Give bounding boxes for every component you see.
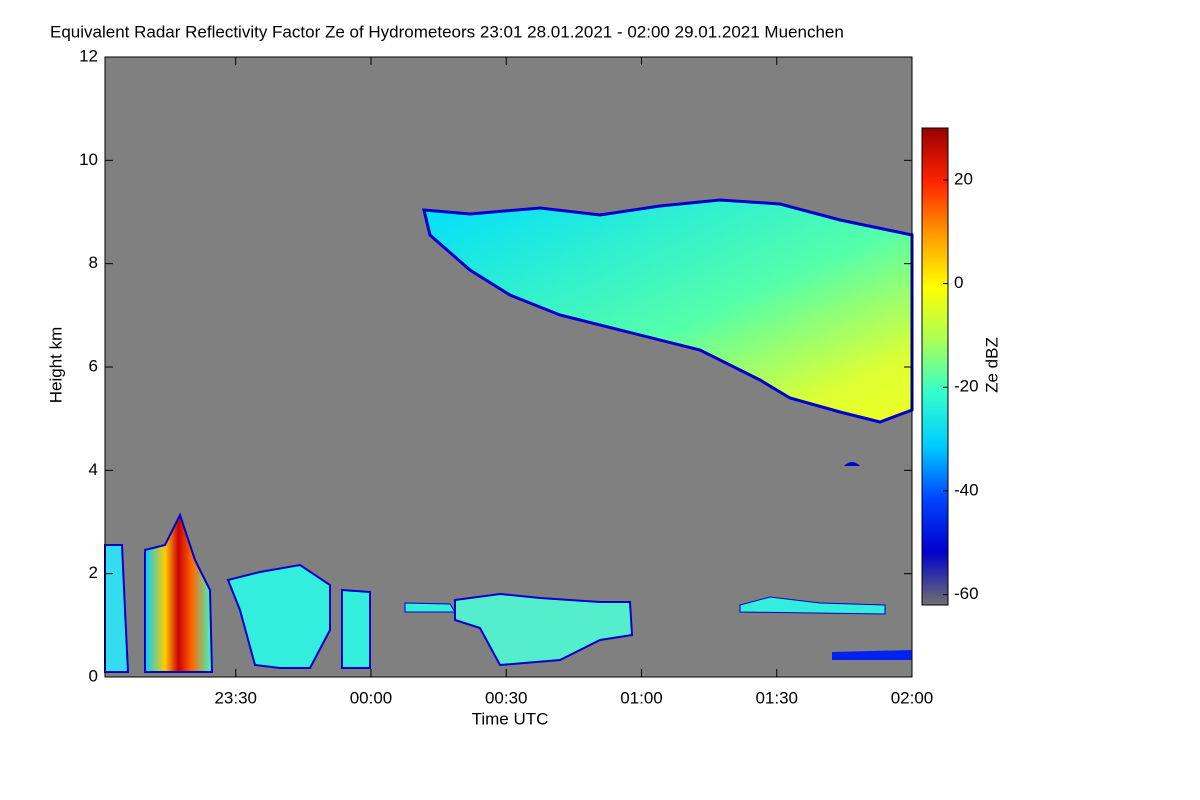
y-tick-label: 10 [79,150,98,169]
x-tick-label: 00:30 [485,688,528,707]
x-tick-label: 00:00 [350,688,393,707]
x-tick-label: 02:00 [891,688,934,707]
x-tick-label: 01:00 [620,688,663,707]
x-tick-label: 23:30 [214,688,257,707]
y-tick-label: 8 [89,253,98,272]
y-tick-label: 0 [89,666,98,685]
y-tick-label: 6 [89,356,98,375]
y-tick-label: 4 [89,460,98,479]
x-axis-label: Time UTC [472,709,549,728]
colorbar-tick-label: -60 [954,584,979,603]
echo-regions [104,198,914,673]
x-tick-label: 01:30 [755,688,798,707]
colorbar-tick-label: 0 [954,273,963,292]
y-tick-label: 12 [79,46,98,65]
y-tick-label: 2 [89,563,98,582]
colorbar-tick-label: -20 [954,377,979,396]
colorbar-tick-label: -40 [954,480,979,499]
y-axis-label: Height km [46,327,65,404]
colorbar [921,127,949,606]
colorbar-tick-label: 20 [954,169,973,188]
chart-title: Equivalent Radar Reflectivity Factor Ze … [50,22,844,41]
colorbar-label: Ze dBZ [982,337,1001,393]
